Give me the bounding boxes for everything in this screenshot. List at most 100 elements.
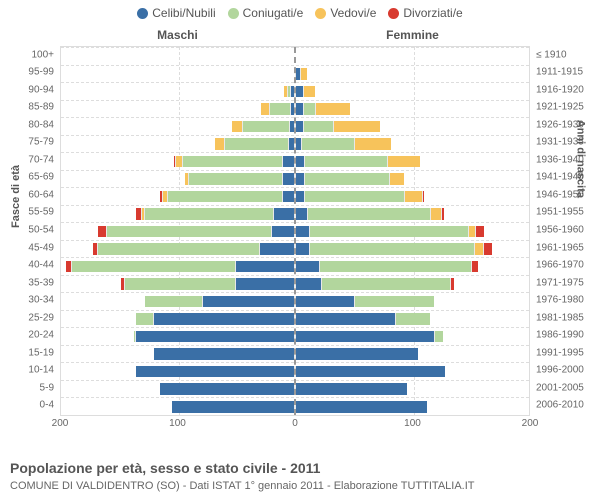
segment [272,226,296,238]
y-label-age: 45-49 [2,242,54,253]
bar-female [295,276,454,293]
segment [189,173,283,185]
segment [295,226,309,238]
segment [154,348,295,360]
y-label-age: 80-84 [2,119,54,130]
x-label: 0 [292,418,298,429]
segment [243,121,290,133]
segment [475,226,484,238]
bar-female [295,118,380,135]
bar-male [174,153,295,170]
segment [236,261,295,273]
bar-female [295,66,307,83]
segment [474,243,483,255]
y-label-age: 95-99 [2,67,54,78]
y-label-age: 65-69 [2,172,54,183]
segment [309,243,474,255]
segment [307,208,430,220]
y-label-birth: 2006-2010 [536,400,598,411]
segment [430,208,441,220]
legend-swatch [388,8,399,19]
y-label-age: 50-54 [2,225,54,236]
y-label-birth: 1941-1945 [536,172,598,183]
segment [354,138,392,150]
y-label-birth: 1911-1915 [536,67,598,78]
segment [72,261,237,273]
bar-male [160,188,295,205]
segment [98,243,260,255]
bar-female [295,188,424,205]
y-label-age: 90-94 [2,84,54,95]
segment [160,383,295,395]
segment [303,121,332,133]
segment [303,86,315,98]
x-label: 100 [404,418,421,429]
segment [295,261,319,273]
segment [333,121,380,133]
segment [136,313,154,325]
header-male: Maschi [60,28,295,42]
segment [404,191,422,203]
y-label-age: 10-14 [2,365,54,376]
bar-female [295,83,315,100]
segment [145,208,274,220]
segment [295,383,407,395]
segment [471,261,478,273]
segment [304,191,404,203]
y-label-age: 5-9 [2,382,54,393]
bar-male [93,241,295,258]
segment [295,401,427,413]
legend-item: Celibi/Nubili [137,6,215,20]
legend-label: Coniugati/e [243,6,304,20]
y-label-birth: 1946-1950 [536,189,598,200]
bar-male [136,206,295,223]
plot-area [60,46,530,416]
bar-female [295,346,418,363]
segment [98,226,107,238]
y-label-birth: 1971-1975 [536,277,598,288]
bar-male [215,136,295,153]
segment [319,261,472,273]
segment [395,313,430,325]
y-label-age: 30-34 [2,295,54,306]
segment [295,121,303,133]
bar-female [295,328,443,345]
bar-male [145,293,295,310]
y-label-birth: 1936-1940 [536,154,598,165]
y-label-age: 25-29 [2,312,54,323]
segment [274,208,295,220]
legend: Celibi/NubiliConiugati/eVedovi/eDivorzia… [0,6,600,20]
segment [225,138,290,150]
segment [145,296,204,308]
bar-female [295,101,350,118]
segment [434,331,443,343]
bar-male [136,311,295,328]
y-label-birth: 2001-2005 [536,382,598,393]
bar-female [295,206,444,223]
segment [154,313,295,325]
y-label-age: 0-4 [2,400,54,411]
y-label-birth: 1961-1965 [536,242,598,253]
bar-female [295,153,420,170]
y-label-birth: 1926-1930 [536,119,598,130]
segment [295,243,309,255]
bar-female [295,363,445,380]
bar-female [295,241,492,258]
y-label-birth: 1996-2000 [536,365,598,376]
legend-swatch [137,8,148,19]
bar-male [136,363,295,380]
y-label-birth: 1981-1985 [536,312,598,323]
segment [295,156,304,168]
segment [295,191,304,203]
center-axis [294,47,296,415]
chart-source: COMUNE DI VALDIDENTRO (SO) - Dati ISTAT … [10,479,475,494]
segment [450,278,454,290]
legend-item: Divorziati/e [388,6,462,20]
segment [125,278,237,290]
bar-female [295,223,484,240]
segment [303,103,315,115]
bar-male [121,276,295,293]
y-label-birth: ≤ 1910 [536,49,598,60]
bar-male [134,328,295,345]
segment [232,121,244,133]
